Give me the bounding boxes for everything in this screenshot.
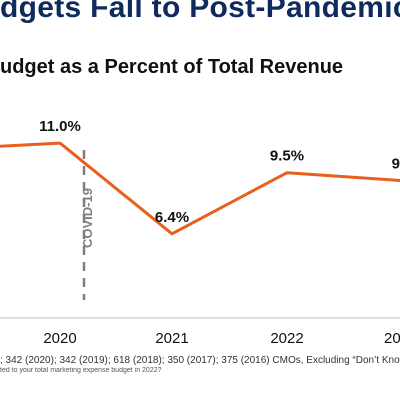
covid-annotation: COVID-19: [80, 188, 95, 248]
footnote-sample: ; 342 (2020); 342 (2019); 618 (2018); 35…: [0, 355, 400, 366]
x-tick-label: 2020: [43, 330, 76, 347]
footnote-question: ted to your total marketing expense budg…: [0, 367, 162, 374]
series-line: [0, 141, 400, 236]
x-tick-label: 2021: [155, 330, 188, 347]
x-tick-label: 20: [384, 330, 400, 347]
data-label: 6.4%: [155, 209, 189, 226]
slide-title: dgets Fall to Post-Pandemic: [0, 0, 400, 24]
data-label: 11.0%: [39, 118, 81, 135]
data-label: 9.5%: [270, 148, 304, 165]
chart-title: udget as a Percent of Total Revenue: [0, 56, 344, 78]
data-label: 9.1: [392, 156, 400, 173]
x-tick-label: 2022: [270, 330, 303, 347]
